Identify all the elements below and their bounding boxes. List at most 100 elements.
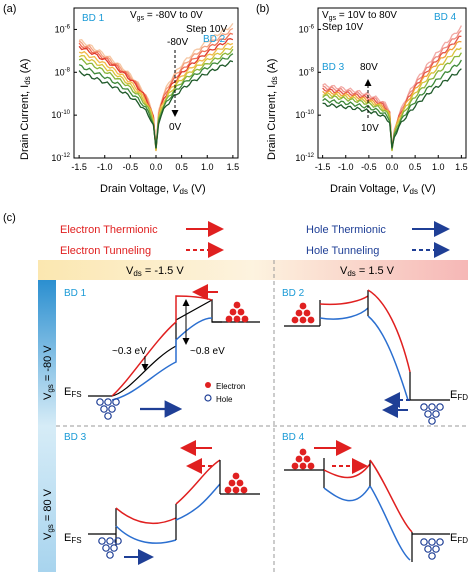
y-tick-label: 10-6 — [299, 24, 315, 34]
x-tick-label: 0.5 — [409, 162, 422, 172]
electron-dot — [291, 462, 299, 470]
bd3-conduction-band-left — [115, 507, 177, 525]
bd3-efs-label: EFS — [64, 532, 82, 545]
y-tick-label: 10-12 — [295, 153, 314, 163]
electron-dot — [291, 316, 299, 324]
bd4-hole-cluster — [420, 538, 444, 560]
series-line-a-6 — [78, 45, 234, 151]
electron-dot — [307, 316, 315, 324]
panel-a-y-ticks: 10-6 10-8 10-10 10-12 — [51, 24, 77, 163]
electron-dot — [236, 479, 244, 487]
bd1-label: BD 1 — [64, 288, 87, 299]
hole-dot — [110, 544, 118, 552]
hole-dot — [432, 545, 440, 553]
series-line-a-3 — [78, 32, 234, 149]
hole-dot — [428, 538, 436, 546]
y-tick-label: 10-12 — [51, 153, 70, 163]
bd3-valence-band-left — [115, 525, 177, 544]
bd2-conduction-band-left — [319, 295, 369, 306]
hole-dot — [102, 544, 110, 552]
bd1-valence-band — [111, 317, 213, 401]
electron-dot — [232, 472, 240, 480]
panel-a-arrow-bottom-label: 0V — [169, 122, 182, 133]
panel-a-y-axis-label: Drain Current, Ids (A) — [19, 59, 32, 160]
legend-hole-label: Hole — [216, 395, 233, 404]
panel-a-x-ticks: -1.5 -1.0 -0.5 0.0 0.5 1.0 1.5 — [71, 155, 239, 172]
electron-dot — [224, 486, 232, 494]
electron-dot — [241, 315, 249, 323]
panel-b-sweep-line2: Step 10V — [322, 22, 363, 33]
panel-b-bd4-label: BD 4 — [434, 12, 457, 23]
hole-dot — [96, 398, 104, 406]
hole-dot — [424, 410, 432, 418]
column-header-bar — [38, 260, 468, 280]
electron-dot — [233, 301, 241, 309]
hole-dot — [420, 403, 428, 411]
panel-c-letter: (c) — [3, 212, 16, 224]
panel-b-arrow-bottom-label: 10V — [361, 123, 379, 134]
bd1-hole-cluster — [96, 398, 120, 420]
bd3-label: BD 3 — [64, 432, 87, 443]
hole-dot — [100, 405, 108, 413]
electron-dot — [303, 455, 311, 463]
hole-dot — [428, 417, 436, 425]
panel-b-bd3-label: BD 3 — [322, 62, 345, 73]
panel-a-x-axis-label: Drain Voltage, Vds (V) — [100, 183, 206, 196]
column-header-left: Vds = -1.5 V — [126, 265, 184, 278]
x-tick-label: -0.5 — [361, 162, 377, 172]
x-tick-label: -0.5 — [123, 162, 139, 172]
bd2-valence-band-left — [319, 307, 369, 320]
bd4-valence-band-right — [369, 485, 411, 561]
hole-dot — [104, 412, 112, 420]
series-line-a-7 — [78, 48, 234, 149]
panel-a-arrow-top-label: -80V — [167, 37, 188, 48]
bd1-barrier-small-label: ~0.3 eV — [112, 346, 147, 357]
bd1-electron-cluster — [225, 301, 249, 323]
y-tick-label: 10-6 — [55, 24, 71, 34]
x-tick-label: 0.0 — [386, 162, 399, 172]
bd4-conduction-band-right — [369, 459, 413, 533]
electron-dot — [299, 302, 307, 310]
series-line-b-6 — [322, 52, 462, 151]
bd3-valence-band-right — [175, 483, 221, 521]
bd1-fermi-and-barrier-outline — [88, 298, 222, 397]
band-diagram-bd3: BD 3 EFS — [64, 432, 260, 565]
bd4-valence-band-left — [323, 485, 371, 502]
electron-dot — [237, 308, 245, 316]
x-tick-label: 1.0 — [432, 162, 445, 172]
y-tick-label: 10-10 — [51, 110, 70, 120]
electron-dot — [299, 448, 307, 456]
series-line-b-7 — [322, 59, 462, 149]
panel-a-bd2-label: BD 2 — [203, 34, 226, 45]
panel-b-curves — [322, 25, 462, 152]
panel-a-bd1-label: BD 1 — [82, 13, 105, 24]
panel-a-plot: -1.5 -1.0 -0.5 0.0 0.5 1.0 1.5 10-610-810-1010… — [51, 7, 239, 172]
y-tick-label: 10-8 — [299, 67, 315, 77]
legend-hole-dot — [204, 394, 212, 402]
electron-dot — [299, 316, 307, 324]
electron-dot — [232, 486, 240, 494]
hole-dot — [112, 398, 120, 406]
hole-dot — [432, 410, 440, 418]
panel-c-legend: Electron Thermionic Electron Tunneling H… — [60, 221, 450, 258]
panel-b-letter: (b) — [256, 3, 269, 15]
hole-dot — [104, 398, 112, 406]
hole-dot — [424, 545, 432, 553]
bd3-hole-cluster — [98, 537, 122, 559]
row-header-bottom: Vgs = 80 V — [42, 488, 55, 540]
electron-dot — [240, 486, 248, 494]
electron-dot — [295, 455, 303, 463]
x-tick-label: -1.0 — [338, 162, 354, 172]
bd4-label: BD 4 — [282, 432, 305, 443]
bd3-conduction-band-right — [175, 459, 221, 505]
bd2-electron-cluster — [291, 302, 315, 324]
hole-dot — [106, 551, 114, 559]
x-tick-label: -1.0 — [97, 162, 113, 172]
legend-hole-thermionic: Hole Thermionic — [306, 224, 386, 236]
column-header-right: Vds = 1.5 V — [340, 265, 395, 278]
panel-a-sweep-line1: Vgs = -80V to 0V — [130, 10, 203, 22]
x-tick-label: 0.0 — [150, 162, 163, 172]
x-tick-label: 0.5 — [175, 162, 188, 172]
bd2-efd-label: EFD — [450, 389, 468, 402]
